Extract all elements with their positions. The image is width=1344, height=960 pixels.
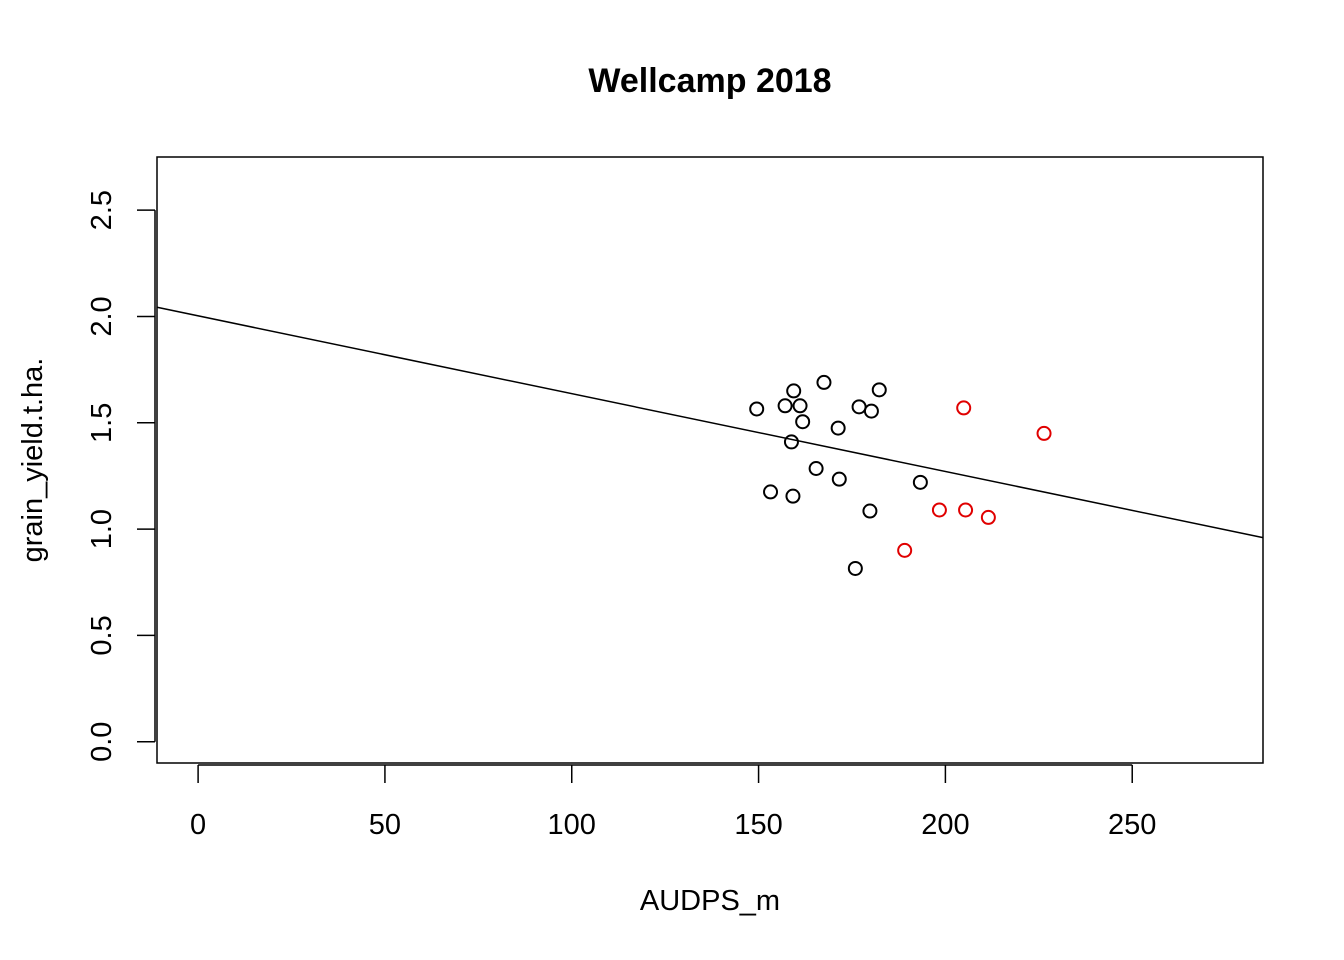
data-point: [808, 461, 824, 477]
y-axis-label: grain_yield.t.ha.: [17, 358, 49, 563]
data-point: [831, 471, 847, 487]
data-point: [897, 542, 913, 558]
x-tick-label: 150: [734, 809, 782, 841]
data-point: [862, 503, 878, 519]
x-tick-label: 250: [1108, 809, 1156, 841]
plot-area: [156, 306, 1264, 576]
regression-line: [156, 306, 1264, 539]
data-point: [816, 374, 832, 390]
data-point: [931, 502, 947, 518]
data-point: [958, 502, 974, 518]
x-tick-label: 200: [921, 809, 969, 841]
data-point: [956, 400, 972, 416]
data-point: [1036, 425, 1052, 441]
data-point: [792, 398, 808, 414]
data-point: [847, 560, 863, 576]
data-point: [785, 488, 801, 504]
data-point: [783, 434, 799, 450]
data-point: [786, 383, 802, 399]
y-tick-label: 2.0: [86, 296, 118, 336]
y-tick-label: 0.5: [86, 615, 118, 655]
y-tick-label: 1.5: [86, 403, 118, 443]
data-point: [851, 399, 867, 415]
chart-title: Wellcamp 2018: [588, 62, 831, 100]
data-point: [871, 382, 887, 398]
x-axis-label: AUDPS_m: [640, 885, 780, 917]
y-tick-label: 2.5: [86, 190, 118, 230]
data-point: [912, 474, 928, 490]
x-tick-label: 0: [190, 809, 206, 841]
data-point: [795, 414, 811, 430]
plot-frame: [156, 156, 1264, 764]
x-tick-label: 100: [548, 809, 596, 841]
y-axis: 0.0 0.5 1.0 1.5 2.0 2.5: [86, 190, 156, 762]
data-point: [863, 403, 879, 419]
data-point: [749, 401, 765, 417]
data-point: [777, 398, 793, 414]
data-point: [763, 484, 779, 500]
y-tick-label: 1.0: [86, 509, 118, 549]
y-tick-label: 0.0: [86, 722, 118, 762]
x-tick-label: 50: [369, 809, 401, 841]
x-axis: 0 50 100 150 200 250: [190, 764, 1156, 841]
data-point: [830, 420, 846, 436]
data-point: [980, 509, 996, 525]
